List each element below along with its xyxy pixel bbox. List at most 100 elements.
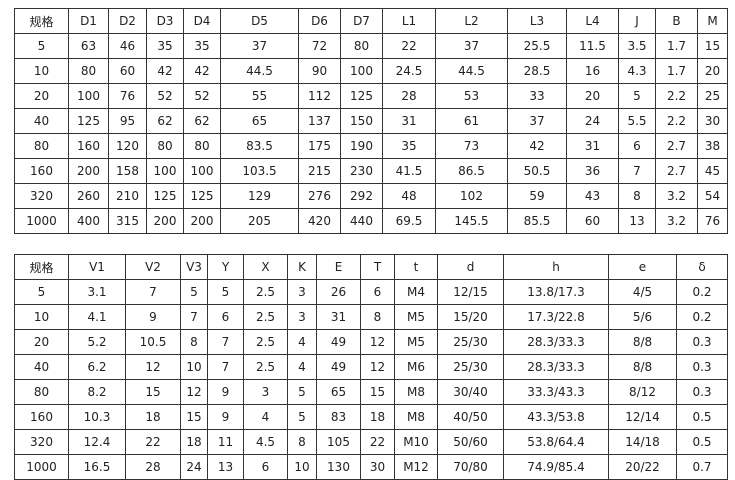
cell: 5.5 xyxy=(618,108,656,134)
cell: 38 xyxy=(697,133,728,159)
cell: M5 xyxy=(394,304,438,330)
cell: 8/12 xyxy=(608,379,677,405)
header-cell: h xyxy=(503,254,609,280)
header-cell: D4 xyxy=(183,8,221,34)
cell: 30 xyxy=(697,108,728,134)
cell: 6 xyxy=(207,304,244,330)
cell: 24 xyxy=(566,108,619,134)
cell: 30 xyxy=(360,454,395,480)
cell: 7 xyxy=(207,354,244,380)
cell: 8/8 xyxy=(608,354,677,380)
cell: 25/30 xyxy=(437,329,504,355)
cell: 31 xyxy=(566,133,619,159)
cell: 200 xyxy=(146,208,184,234)
cell: 3.5 xyxy=(618,33,656,59)
cell: 35 xyxy=(146,33,184,59)
cell: 52 xyxy=(146,83,184,109)
cell: 1.7 xyxy=(655,33,698,59)
cell: 80 xyxy=(68,58,109,84)
header-cell: 规格 xyxy=(14,254,69,280)
cell: 49 xyxy=(316,329,361,355)
data-row: 10 4.1 9 7 6 2.5 3 31 8 M5 15/20 17.3/22.8 5/6 0.2 xyxy=(14,304,728,330)
cell: 80 xyxy=(146,133,184,159)
cell: 73 xyxy=(435,133,508,159)
cell: 0.2 xyxy=(676,279,728,305)
data-row: 80 160 120 80 80 83.5 175 190 35 73 42 31 6 2.7 38 xyxy=(14,133,728,159)
cell: 10 xyxy=(14,58,69,84)
data-row: 40 125 95 62 62 65 137 150 31 61 37 24 5.5 2.2 30 xyxy=(14,108,728,134)
cell: 3.2 xyxy=(655,183,698,209)
cell: 69.5 xyxy=(382,208,436,234)
cell: 160 xyxy=(14,404,69,430)
cell: 1000 xyxy=(14,208,69,234)
cell: 13.8/17.3 xyxy=(503,279,609,305)
cell: 80 xyxy=(14,379,69,405)
header-cell: L2 xyxy=(435,8,508,34)
header-cell: L3 xyxy=(507,8,567,34)
cell: 33 xyxy=(507,83,567,109)
cell: 44.5 xyxy=(220,58,299,84)
cell: 37 xyxy=(220,33,299,59)
cell: 5 xyxy=(207,279,244,305)
cell: 150 xyxy=(340,108,383,134)
cell: 53.8/64.4 xyxy=(503,429,609,455)
header-cell: K xyxy=(287,254,317,280)
data-row: 320 12.4 22 18 11 4.5 8 105 22 M10 50/60 53.8/64.4 1… xyxy=(14,429,728,455)
cell: 200 xyxy=(183,208,221,234)
cell: 70/80 xyxy=(437,454,504,480)
cell: 12/14 xyxy=(608,404,677,430)
cell: 4 xyxy=(287,354,317,380)
header-cell: 规格 xyxy=(14,8,69,34)
cell: 11.5 xyxy=(566,33,619,59)
data-row: 5 3.1 7 5 5 2.5 3 26 6 M4 12/15 13.8/17.3 4/5 0.2 xyxy=(14,279,728,305)
cell: 15 xyxy=(180,404,208,430)
cell: 210 xyxy=(108,183,147,209)
cell: 54 xyxy=(697,183,728,209)
cell: 6 xyxy=(618,133,656,159)
header-row: 规格 D1 D2 D3 D4 D5 D6 D7 L1 L2 L3 L4 J B M xyxy=(14,8,728,34)
cell: 83.5 xyxy=(220,133,299,159)
cell: 43.3/53.8 xyxy=(503,404,609,430)
data-row: 80 8.2 15 12 9 3 5 65 15 M8 30/40 33.3/43.3 8/12 0.3 xyxy=(14,379,728,405)
cell: 45 xyxy=(697,158,728,184)
cell: 112 xyxy=(298,83,341,109)
header-cell: D5 xyxy=(220,8,299,34)
cell: M5 xyxy=(394,329,438,355)
data-row: 160 10.3 18 15 9 4 5 83 18 M8 40/50 43.3/53.8 12/14 0… xyxy=(14,404,728,430)
cell: 44.5 xyxy=(435,58,508,84)
cell: 440 xyxy=(340,208,383,234)
cell: 25 xyxy=(697,83,728,109)
cell: 80 xyxy=(14,133,69,159)
cell: 129 xyxy=(220,183,299,209)
cell: 4/5 xyxy=(608,279,677,305)
cell: 5 xyxy=(618,83,656,109)
cell: M8 xyxy=(394,404,438,430)
cell: 76 xyxy=(108,83,147,109)
cell: 7 xyxy=(180,304,208,330)
cell: 5.2 xyxy=(68,329,126,355)
header-cell: X xyxy=(243,254,288,280)
cell: 6 xyxy=(360,279,395,305)
cell: 12.4 xyxy=(68,429,126,455)
cell: 315 xyxy=(108,208,147,234)
data-row: 5 63 46 35 35 37 72 80 22 37 25.5 11.5 3.5 1.7 15 xyxy=(14,33,728,59)
cell: 8 xyxy=(287,429,317,455)
cell: 55 xyxy=(220,83,299,109)
cell: 28 xyxy=(125,454,181,480)
cell: 10 xyxy=(14,304,69,330)
cell: 9 xyxy=(207,379,244,405)
cell: 100 xyxy=(183,158,221,184)
cell: M12 xyxy=(394,454,438,480)
cell: 42 xyxy=(507,133,567,159)
cell: 28.3/33.3 xyxy=(503,354,609,380)
header-cell: V3 xyxy=(180,254,208,280)
cell: 100 xyxy=(68,83,109,109)
cell: 100 xyxy=(146,158,184,184)
cell: 83 xyxy=(316,404,361,430)
cell: 205 xyxy=(220,208,299,234)
cell: 22 xyxy=(125,429,181,455)
cell: 36 xyxy=(566,158,619,184)
cell: 11 xyxy=(207,429,244,455)
cell: 9 xyxy=(207,404,244,430)
cell: 102 xyxy=(435,183,508,209)
